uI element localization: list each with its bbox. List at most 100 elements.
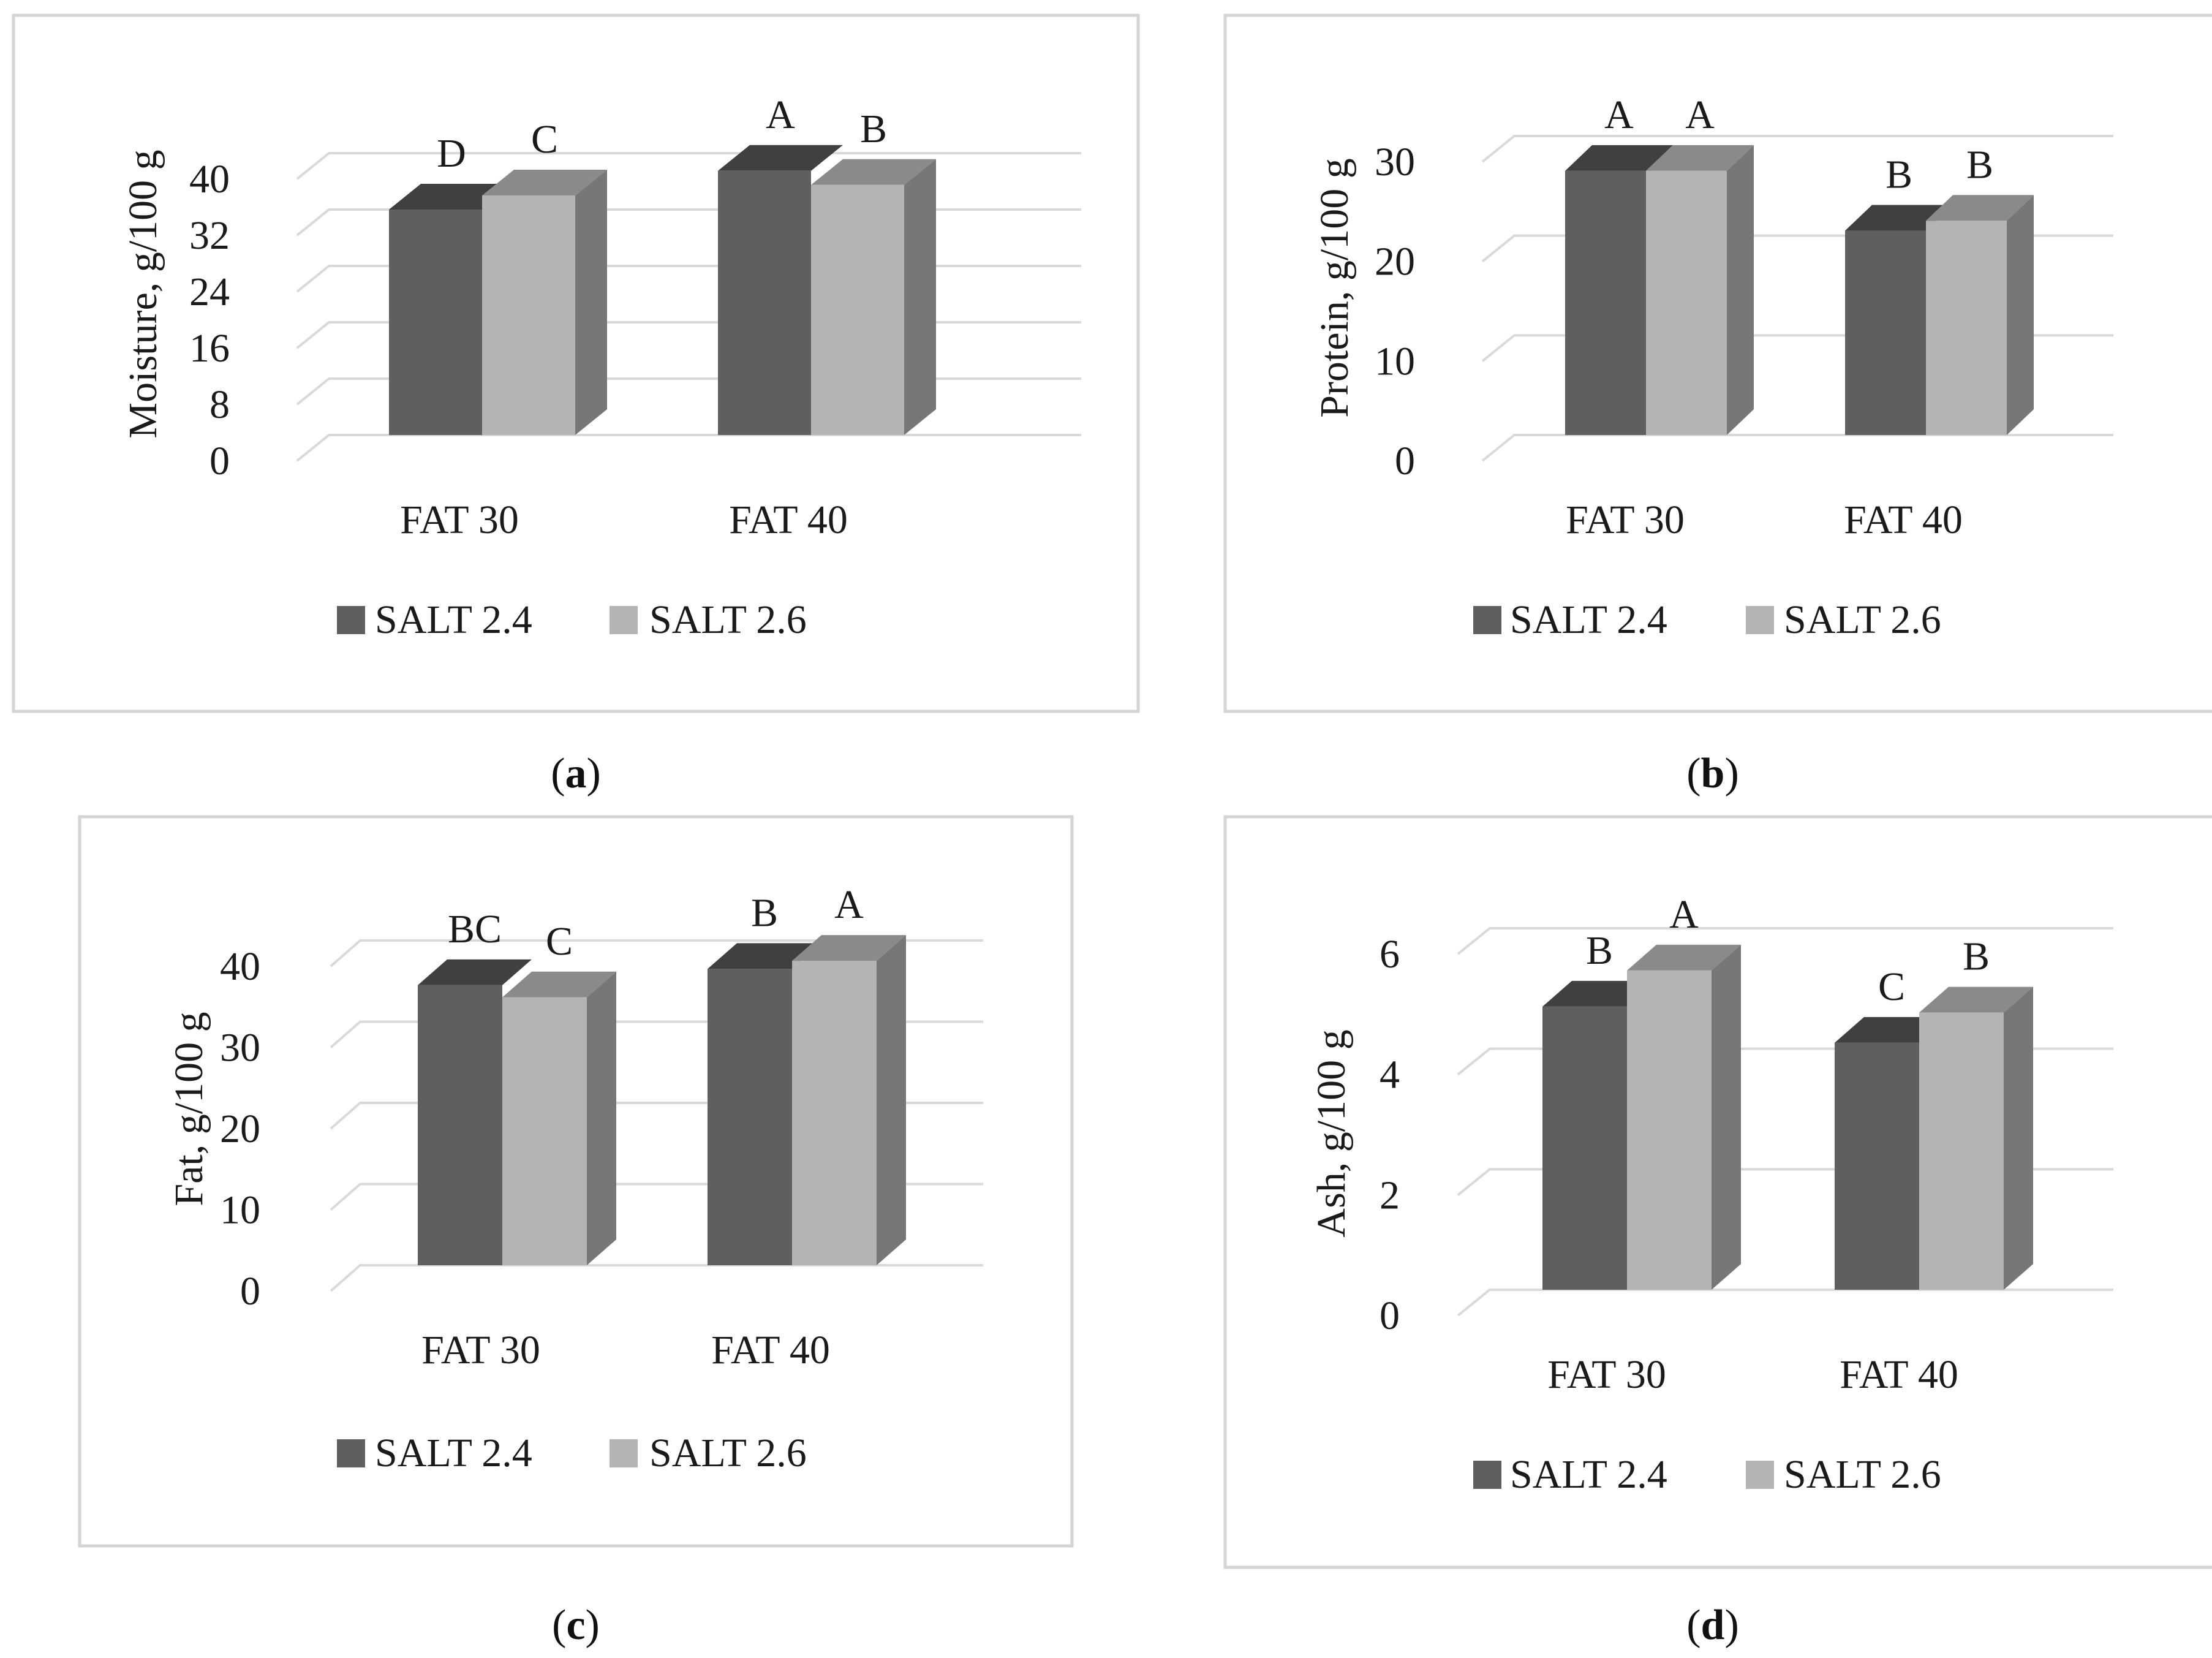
gridline [1457, 927, 2113, 955]
significance-letter: C [531, 117, 558, 162]
bar-top [1926, 195, 2034, 221]
significance-letter: A [1604, 93, 1634, 137]
x-tick-label: FAT 40 [1840, 1352, 1958, 1397]
significance-letter: B [751, 890, 778, 935]
significance-letter: B [1963, 934, 1990, 979]
legend-swatch [337, 1439, 365, 1467]
y-tick-label: 6 [1380, 932, 1400, 977]
bar [1835, 1042, 1919, 1290]
chart-protein: 0 10 20 30 Protein, g/100 g A A B B FAT 30 FAT … [1223, 13, 2212, 797]
significance-letter: B [1885, 153, 1912, 197]
y-tick-label: 0 [1395, 439, 1415, 483]
legend-label: SALT 2.4 [375, 1431, 532, 1475]
significance-letter: A [1685, 93, 1715, 137]
legend-swatch [1746, 606, 1774, 634]
bar [1646, 170, 1727, 435]
y-tick-label: 8 [209, 382, 230, 427]
bar [1845, 230, 1926, 435]
significance-letter: BC [448, 907, 502, 952]
bar [718, 170, 811, 435]
bar [418, 985, 502, 1265]
bar-top [1919, 986, 2033, 1013]
bar-top [718, 145, 843, 171]
bar-top [418, 959, 532, 985]
bar-side [2004, 986, 2033, 1290]
y-tick-label: 10 [1375, 339, 1415, 384]
gridline [1481, 135, 2113, 163]
significance-letter: A [834, 882, 864, 927]
bar-side [587, 971, 616, 1265]
y-tick-label: 20 [1375, 240, 1415, 284]
bar-top [482, 170, 607, 195]
legend-label: SALT 2.6 [1784, 1452, 1941, 1497]
x-tick-label: FAT 30 [421, 1328, 540, 1372]
bar-side [575, 170, 607, 435]
y-tick-label: 30 [220, 1026, 260, 1070]
bar [708, 969, 792, 1265]
legend-swatch [1746, 1461, 1774, 1489]
bar-side [904, 159, 936, 435]
y-tick-label: 40 [189, 157, 230, 202]
legend-label: SALT 2.6 [1784, 597, 1941, 642]
significance-letter: B [1586, 928, 1613, 973]
chart-moisture: 0 8 16 24 32 40 Moisture, g/100 g D C A B FAT 30… [12, 13, 1140, 797]
x-tick-label: FAT 30 [400, 498, 519, 542]
x-tick-label: FAT 40 [729, 498, 848, 542]
y-tick-label: 16 [189, 326, 230, 371]
bar [811, 184, 904, 435]
y-tick-label: 0 [209, 439, 230, 483]
y-tick-label: 40 [220, 944, 260, 989]
bar [1627, 970, 1712, 1290]
legend-swatch [1473, 1461, 1501, 1489]
bar-top [792, 935, 906, 961]
bar-side [1712, 944, 1741, 1290]
gridline [330, 939, 983, 967]
y-tick-label: 2 [1380, 1173, 1400, 1217]
legend-swatch [337, 606, 365, 634]
y-tick-label: 0 [240, 1269, 260, 1314]
bar [1565, 170, 1646, 435]
y-axis-label: Fat, g/100 g [167, 1012, 211, 1206]
legend-label: SALT 2.4 [1510, 597, 1667, 642]
legend-label: SALT 2.6 [649, 597, 807, 642]
chart-ash: 0 2 4 6 Ash, g/100 g B A C B FAT 30 FAT 40 SALT… [1223, 815, 2212, 1649]
bar-top [811, 159, 936, 185]
bar-top [1565, 145, 1673, 171]
panel-label-b: (b) [1686, 750, 1739, 797]
y-tick-label: 4 [1380, 1053, 1400, 1097]
bar [482, 195, 575, 435]
bar-top [1646, 145, 1754, 171]
significance-letter: B [860, 107, 887, 151]
significance-letter: C [1878, 964, 1905, 1009]
legend-label: SALT 2.4 [375, 597, 532, 642]
y-tick-label: 24 [189, 270, 230, 314]
x-tick-label: FAT 40 [711, 1328, 830, 1372]
legend-swatch [610, 606, 638, 634]
bar [1542, 1006, 1627, 1290]
bar-top [502, 971, 616, 997]
y-tick-label: 20 [220, 1107, 260, 1151]
y-tick-label: 0 [1380, 1293, 1400, 1338]
legend-swatch [610, 1439, 638, 1467]
legend-swatch [1473, 606, 1501, 634]
bar-top [1627, 944, 1741, 971]
bar [1919, 1012, 2004, 1290]
significance-letter: A [766, 93, 795, 137]
legend-label: SALT 2.6 [649, 1431, 807, 1475]
bar [792, 961, 877, 1265]
legend-label: SALT 2.4 [1510, 1452, 1667, 1497]
bar [502, 997, 587, 1265]
significance-letter: C [546, 919, 573, 964]
x-tick-label: FAT 30 [1566, 498, 1685, 542]
chart-fat: 0 10 20 30 40 Fat, g/100 g BC C B A FAT 30 FAT 4… [78, 815, 1074, 1649]
y-tick-label: 30 [1375, 140, 1415, 184]
bar-side [2007, 195, 2034, 435]
panel-label-d: (d) [1686, 1602, 1739, 1649]
y-tick-label: 32 [189, 213, 230, 258]
bar-side [877, 935, 906, 1265]
panel-label-a: (a) [551, 750, 601, 797]
significance-letter: B [1966, 142, 1993, 187]
bar [1926, 221, 2007, 435]
significance-letter: D [437, 131, 466, 176]
